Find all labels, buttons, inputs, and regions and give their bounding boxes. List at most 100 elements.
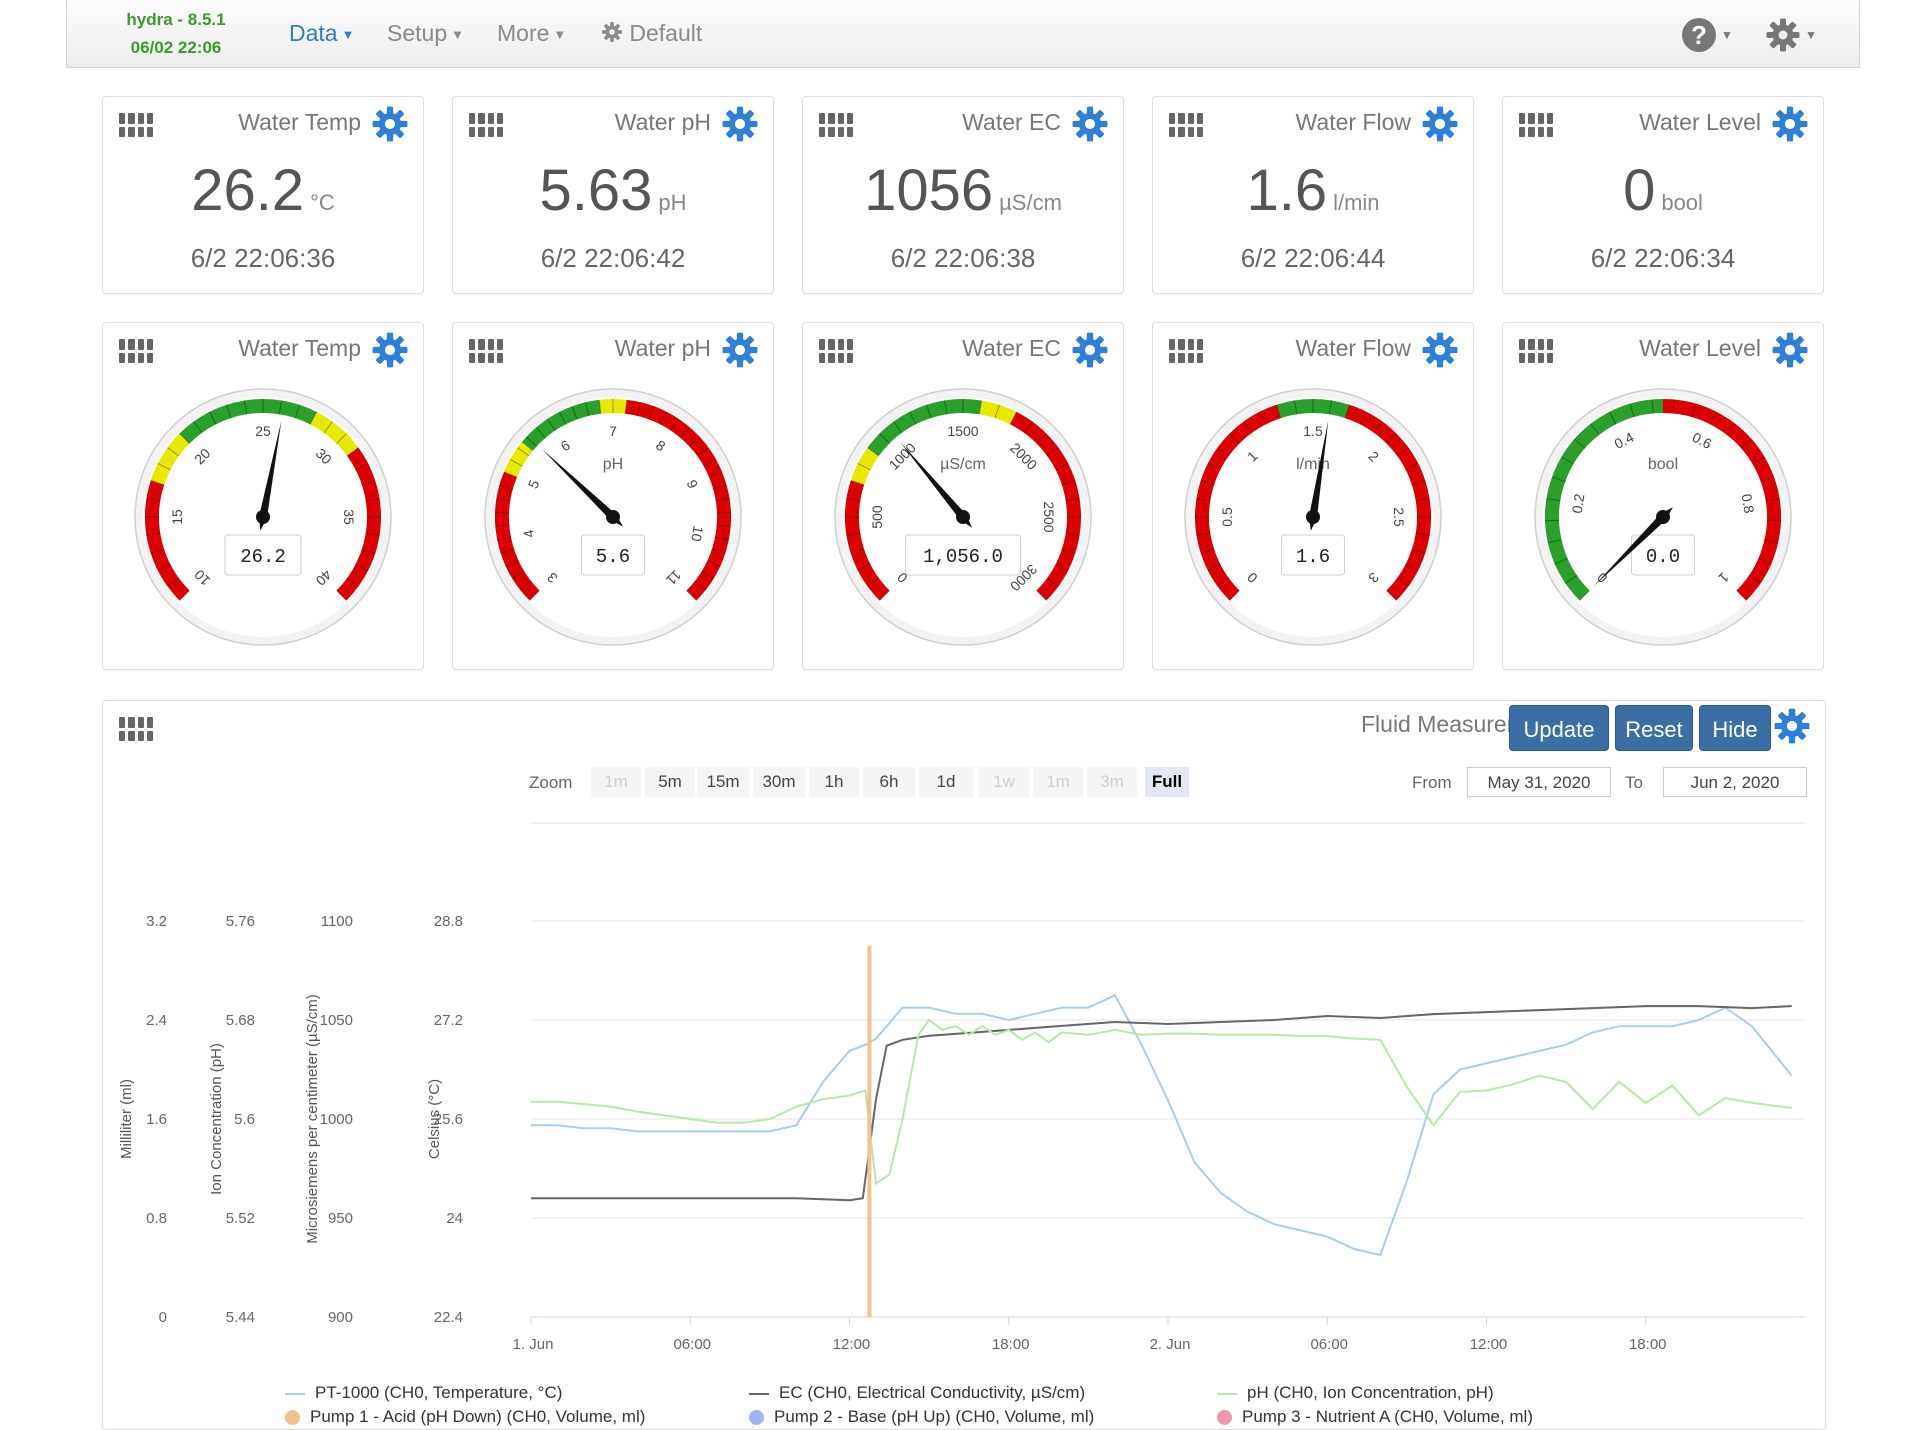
widget-title: Water Flow xyxy=(1296,109,1411,136)
drag-handle-icon[interactable] xyxy=(119,113,153,137)
legend-label: PT-1000 (CH0, Temperature, °C) xyxy=(315,1383,562,1402)
x-tick-label: 06:00 xyxy=(673,1336,711,1353)
caret-down-icon: ▼ xyxy=(1721,28,1733,42)
svg-text:?: ? xyxy=(1691,20,1707,50)
series-line-1 xyxy=(531,1006,1792,1200)
y-axis-title: Celsius (°C) xyxy=(426,1079,443,1159)
measurement-timestamp: 6/2 22:06:36 xyxy=(103,243,423,274)
legend-item[interactable]: Pump 1 - Acid (pH Down) (CH0, Volume, ml… xyxy=(285,1407,645,1427)
gear-icon[interactable] xyxy=(1421,105,1459,143)
legend-item[interactable]: Pump 3 - Nutrient A (CH0, Volume, ml) xyxy=(1217,1407,1533,1427)
measurement-timestamp: 6/2 22:06:42 xyxy=(453,243,773,274)
legend-item[interactable]: pH (CH0, Ion Concentration, pH) xyxy=(1217,1383,1494,1403)
gauge-pivot xyxy=(956,510,970,524)
x-tick-label: 12:00 xyxy=(1470,1336,1508,1353)
legend-item[interactable]: EC (CH0, Electrical Conductivity, µS/cm) xyxy=(749,1383,1085,1403)
gear-icon[interactable] xyxy=(1071,105,1109,143)
drag-handle-icon[interactable] xyxy=(819,339,853,363)
drag-handle-icon[interactable] xyxy=(819,113,853,137)
legend-item[interactable]: PT-1000 (CH0, Temperature, °C) xyxy=(285,1383,562,1403)
gauge-tick-label: 500 xyxy=(869,505,885,529)
question-circle-icon: ? xyxy=(1681,17,1717,53)
drag-handle-icon[interactable] xyxy=(1519,339,1553,363)
gauge-tick-label: 1500 xyxy=(947,423,978,439)
gauge-tick-label: 10 xyxy=(688,525,707,544)
widget-title: Water Temp xyxy=(238,335,361,362)
gauge-pivot xyxy=(1656,510,1670,524)
y-tick-label: 27.2 xyxy=(434,1012,463,1029)
gear-icon[interactable] xyxy=(1771,105,1809,143)
menu-setup[interactable]: Setup▼ xyxy=(387,20,464,47)
settings-menu[interactable]: ▼ xyxy=(1765,14,1817,53)
gauge-value-text: 26.2 xyxy=(240,546,286,568)
y-tick-label: 1000 xyxy=(320,1111,353,1128)
measurement-value: 26.2°C xyxy=(103,157,423,224)
value-unit: pH xyxy=(658,190,686,215)
value-unit: l/min xyxy=(1333,190,1379,215)
legend-item[interactable]: Pump 2 - Base (pH Up) (CH0, Volume, ml) xyxy=(749,1407,1094,1427)
y-tick-label: 5.76 xyxy=(226,913,255,930)
legend-label: Pump 1 - Acid (pH Down) (CH0, Volume, ml… xyxy=(310,1407,645,1426)
caret-down-icon: ▼ xyxy=(342,27,355,42)
gauge-value-text: 1.6 xyxy=(1296,546,1330,568)
x-tick-label: 18:00 xyxy=(1629,1336,1667,1353)
x-tick-label: 06:00 xyxy=(1310,1336,1348,1353)
drag-handle-icon[interactable] xyxy=(469,339,503,363)
x-tick-label: 12:00 xyxy=(833,1336,871,1353)
gear-icon[interactable] xyxy=(721,331,759,369)
y-tick-label: 5.52 xyxy=(226,1210,255,1227)
widget-title: Water Flow xyxy=(1296,335,1411,362)
y-tick-label: 950 xyxy=(328,1210,353,1227)
value-number: 1056 xyxy=(864,158,993,223)
widget-title: Water Level xyxy=(1639,109,1761,136)
top-navbar: hydra - 8.5.1 06/02 22:06 Data▼ Setup▼ M… xyxy=(66,0,1860,68)
gear-icon[interactable] xyxy=(1771,331,1809,369)
gauge-tick xyxy=(717,512,731,513)
gear-icon[interactable] xyxy=(371,331,409,369)
measurement-timestamp: 6/2 22:06:44 xyxy=(1153,243,1473,274)
value-number: 0 xyxy=(1623,158,1655,223)
gear-icon[interactable] xyxy=(721,105,759,143)
gear-icon[interactable] xyxy=(371,105,409,143)
value-widget: Water Temp 26.2°C 6/2 22:06:36 xyxy=(102,96,424,294)
chart-widget-fluid-measurements: Fluid Measurements Update Reset Hide Zoo… xyxy=(102,700,1826,1430)
help-menu[interactable]: ?▼ xyxy=(1681,14,1733,53)
menu-data-label: Data xyxy=(289,20,338,46)
menu-more-label: More xyxy=(497,20,549,46)
gear-icon[interactable] xyxy=(1071,331,1109,369)
gauge-value-text: 0.0 xyxy=(1646,546,1680,568)
gauge-tick-label: 0.5 xyxy=(1219,507,1235,527)
legend-label: EC (CH0, Electrical Conductivity, µS/cm) xyxy=(779,1383,1085,1402)
widget-title: Water pH xyxy=(615,109,711,136)
drag-handle-icon[interactable] xyxy=(1169,113,1203,137)
drag-handle-icon[interactable] xyxy=(469,113,503,137)
brand[interactable]: hydra - 8.5.1 06/02 22:06 xyxy=(111,6,241,62)
y-tick-label: 28.8 xyxy=(434,913,463,930)
x-tick-label: 2. Jun xyxy=(1150,1336,1191,1353)
dashboard-default[interactable]: Default xyxy=(601,20,702,47)
gauge-value-text: 1,056.0 xyxy=(923,546,1003,568)
menu-setup-label: Setup xyxy=(387,20,447,46)
drag-handle-icon[interactable] xyxy=(1519,113,1553,137)
measurement-timestamp: 6/2 22:06:38 xyxy=(803,243,1123,274)
menu-data[interactable]: Data ▼ xyxy=(289,20,354,47)
drag-handle-icon[interactable] xyxy=(119,339,153,363)
y-tick-label: 5.6 xyxy=(234,1111,255,1128)
y-tick-label: 2.4 xyxy=(146,1012,167,1029)
gauge-tick-label: 0.2 xyxy=(1569,492,1588,514)
menu-more[interactable]: More▼ xyxy=(497,20,566,47)
gauge-pivot xyxy=(606,510,620,524)
drag-handle-icon[interactable] xyxy=(1169,339,1203,363)
widget-title: Water Temp xyxy=(238,109,361,136)
value-unit: bool xyxy=(1661,190,1703,215)
gear-icon[interactable] xyxy=(1421,331,1459,369)
